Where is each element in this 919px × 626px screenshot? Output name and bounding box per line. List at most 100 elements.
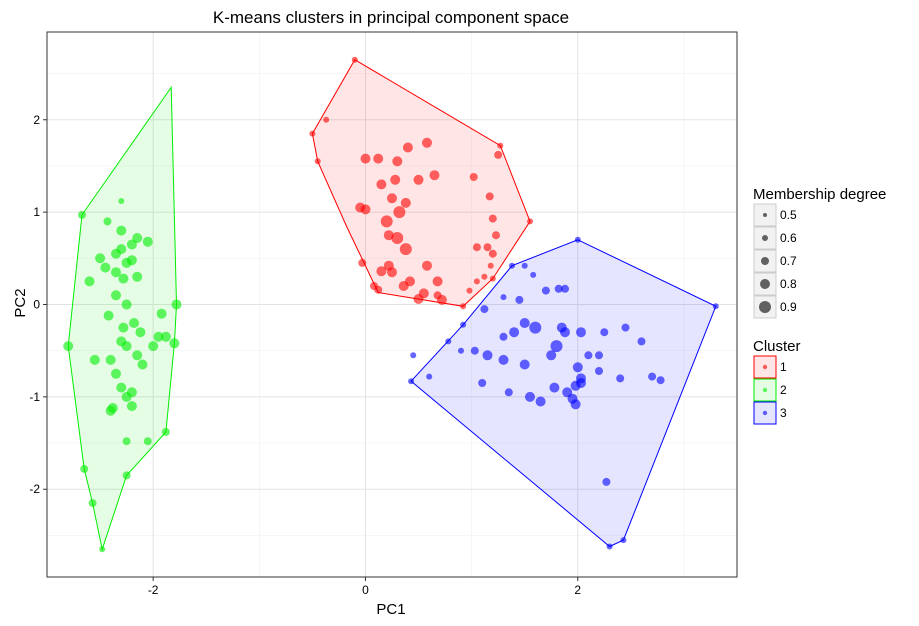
cluster-3-point bbox=[620, 537, 627, 544]
cluster-3-point bbox=[519, 318, 530, 328]
color-legend: Cluster 1 2 3 bbox=[753, 338, 801, 425]
cluster-2-point bbox=[126, 401, 137, 412]
cluster-3-point bbox=[560, 327, 570, 338]
color-legend-dot bbox=[762, 410, 768, 416]
cluster-2-point bbox=[99, 546, 106, 553]
cluster-1-point bbox=[380, 215, 393, 228]
cluster-1-point bbox=[391, 232, 404, 244]
size-legend-dot bbox=[760, 279, 770, 289]
x-tick-label: -2 bbox=[148, 583, 159, 597]
cluster-3-point bbox=[509, 327, 520, 338]
cluster-3-point bbox=[648, 372, 657, 381]
cluster-2-point bbox=[111, 368, 121, 379]
cluster-2-point bbox=[137, 359, 148, 370]
cluster-2-point bbox=[161, 428, 170, 436]
size-legend-label: 0.5 bbox=[780, 208, 797, 222]
cluster-1-point bbox=[429, 170, 440, 181]
cluster-2-point bbox=[153, 331, 164, 342]
cluster-2-point bbox=[118, 198, 125, 204]
cluster-3-point bbox=[574, 236, 581, 243]
size-legend-label: 0.7 bbox=[780, 254, 797, 268]
color-legend-label: 2 bbox=[780, 383, 787, 397]
y-axis: -2 -1 0 1 2 bbox=[29, 113, 47, 496]
cluster-1-point bbox=[387, 193, 397, 204]
color-legend-dot bbox=[762, 387, 768, 393]
cluster-3-point bbox=[712, 303, 719, 310]
cluster-2-point bbox=[129, 318, 139, 328]
cluster-1-point bbox=[400, 197, 411, 208]
cluster-1-point bbox=[488, 214, 497, 223]
cluster-3-point bbox=[606, 543, 613, 550]
cluster-2-point bbox=[143, 437, 152, 446]
cluster-1-point bbox=[492, 231, 500, 240]
cluster-2-point bbox=[148, 341, 159, 352]
cluster-2-point bbox=[111, 248, 121, 259]
cluster-1-point bbox=[469, 173, 478, 181]
cluster-3-point bbox=[529, 321, 542, 334]
y-tick-label: -1 bbox=[29, 390, 40, 404]
cluster-1-point bbox=[360, 153, 371, 164]
y-tick-label: 1 bbox=[33, 205, 40, 219]
cluster-1-point bbox=[460, 303, 467, 310]
size-legend-dot bbox=[761, 257, 769, 265]
cluster-3-point bbox=[637, 337, 646, 346]
cluster-2-point bbox=[105, 405, 116, 416]
cluster-1-point bbox=[485, 192, 494, 201]
cluster-1-point bbox=[376, 266, 387, 277]
cluster-2-point bbox=[111, 267, 121, 278]
cluster-1-point bbox=[383, 230, 394, 241]
cluster-1-point bbox=[314, 158, 321, 165]
cluster-3-point bbox=[509, 262, 515, 269]
cluster-3-point bbox=[602, 477, 611, 486]
cluster-1-point bbox=[399, 243, 412, 256]
cluster-2-point bbox=[132, 350, 143, 361]
cluster-3-point bbox=[470, 346, 479, 355]
cluster-2-point bbox=[63, 341, 74, 352]
cluster-1-point bbox=[473, 278, 480, 285]
cluster-3-point bbox=[410, 352, 417, 359]
cluster-2-point bbox=[121, 257, 132, 268]
cluster-3-point bbox=[458, 347, 464, 354]
cluster-3-point bbox=[525, 391, 535, 402]
cluster-2-point bbox=[89, 354, 100, 365]
color-legend-dot bbox=[762, 364, 768, 370]
cluster-1-point bbox=[489, 275, 496, 282]
cluster-3-point bbox=[600, 328, 609, 337]
cluster-1-point bbox=[360, 204, 371, 215]
cluster-1-point bbox=[390, 174, 401, 185]
cluster-1-point bbox=[422, 137, 432, 148]
cluster-1-point bbox=[413, 294, 424, 304]
cluster-3-point bbox=[519, 359, 530, 370]
cluster-2-point bbox=[111, 290, 121, 301]
cluster-3-point bbox=[530, 271, 537, 278]
cluster-1-point bbox=[483, 243, 492, 252]
cluster-2-point bbox=[122, 471, 131, 480]
size-legend-dot bbox=[762, 235, 768, 241]
cluster-2-point bbox=[126, 239, 137, 250]
cluster-1-point bbox=[376, 179, 387, 190]
cluster-3-point bbox=[576, 378, 586, 388]
cluster-points bbox=[63, 56, 719, 553]
cluster-1-point bbox=[398, 281, 409, 291]
size-legend-label: 0.9 bbox=[780, 300, 797, 314]
cluster-3-point bbox=[541, 286, 550, 295]
cluster-1-point bbox=[351, 56, 358, 63]
size-legend-dot bbox=[763, 213, 767, 217]
cluster-1-point bbox=[358, 258, 367, 267]
cluster-2-point bbox=[160, 331, 171, 342]
cluster-2-point bbox=[116, 225, 127, 236]
cluster-2-point bbox=[103, 217, 112, 226]
cluster-3-point bbox=[498, 354, 509, 365]
cluster-2-point bbox=[80, 464, 89, 473]
cluster-2-point bbox=[118, 322, 129, 333]
cluster-1-point bbox=[494, 150, 503, 159]
cluster-1-point bbox=[387, 267, 397, 278]
cluster-3-point bbox=[549, 382, 560, 393]
cluster-3-point bbox=[445, 338, 452, 345]
size-legend-title: Membership degree bbox=[753, 186, 886, 203]
cluster-2-point bbox=[171, 299, 182, 310]
cluster-1-point bbox=[497, 142, 504, 149]
cluster-2-point bbox=[84, 276, 95, 287]
cluster-1-point bbox=[466, 287, 473, 294]
cluster-1-point bbox=[436, 294, 447, 305]
